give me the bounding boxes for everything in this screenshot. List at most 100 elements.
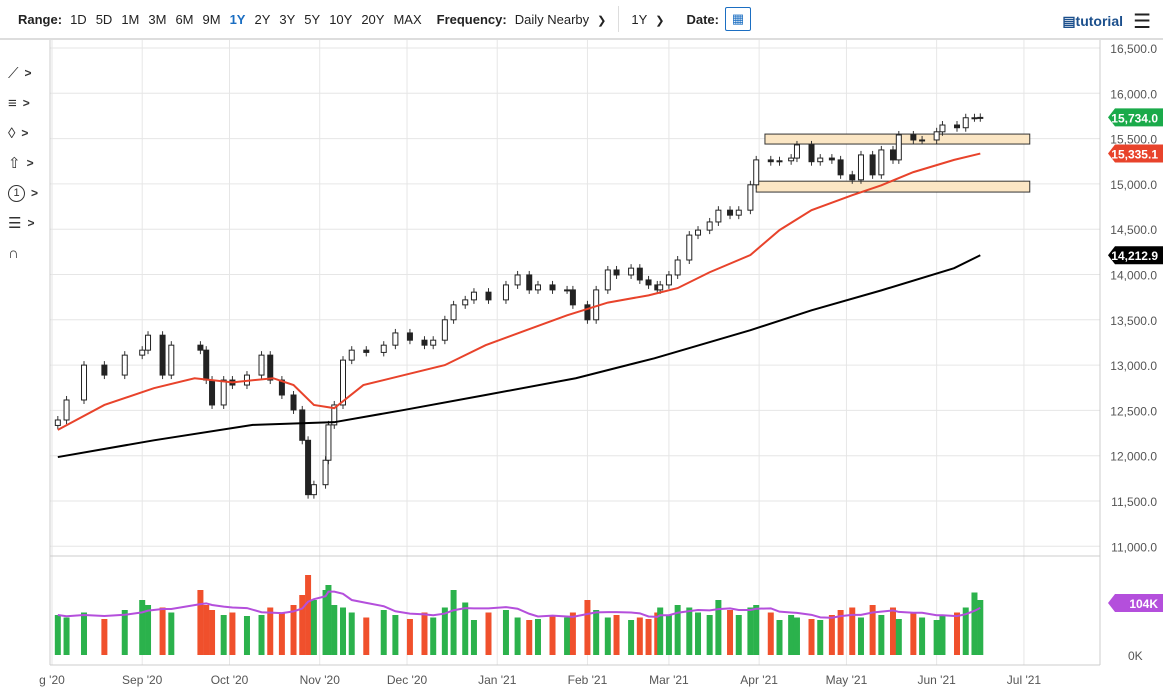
magnet-tool[interactable]: ∩ <box>8 238 48 268</box>
frequency-dropdown[interactable]: Daily Nearby ❯ <box>515 12 607 27</box>
candle <box>636 267 643 281</box>
calendar-icon[interactable]: ▦ <box>725 7 751 31</box>
volume-bar <box>209 610 216 655</box>
volume-bar <box>54 615 61 655</box>
x-tick-label: Jul '21 <box>1007 673 1042 687</box>
candle <box>514 274 521 286</box>
candle <box>145 334 152 351</box>
volume-bar <box>971 592 978 655</box>
candle <box>502 284 509 301</box>
candle <box>363 349 370 353</box>
settings-tool[interactable]: ☰ > <box>8 208 48 238</box>
volume-bar <box>564 617 571 655</box>
list-tool[interactable]: ≡ > <box>8 88 48 118</box>
candle <box>686 234 693 261</box>
volume-bar <box>348 612 355 655</box>
period-value: 1Y <box>631 11 648 27</box>
line-tool-icon: ⟋ <box>8 64 19 82</box>
candle <box>229 379 236 386</box>
volume-bar <box>954 612 961 655</box>
candle <box>817 157 824 163</box>
range-1y[interactable]: 1Y <box>229 11 246 27</box>
range-5y[interactable]: 5Y <box>304 11 321 27</box>
range-10y[interactable]: 10Y <box>329 11 353 27</box>
y-tick-label: 12,000.0 <box>1110 450 1157 464</box>
period-dropdown[interactable]: 1Y ❯ <box>631 12 664 27</box>
chevron-right-icon: > <box>27 216 35 230</box>
volume-bar <box>645 619 652 655</box>
candle <box>919 139 926 142</box>
line-tool[interactable]: ⟋ > <box>8 58 48 88</box>
range-9m[interactable]: 9M <box>202 11 221 27</box>
x-tick-label: Feb '21 <box>568 673 608 687</box>
volume-bar <box>828 615 835 655</box>
candle <box>305 439 312 496</box>
x-tick-label: Dec '20 <box>387 673 428 687</box>
candle <box>962 117 969 129</box>
candle <box>788 157 795 162</box>
x-tick-label: Nov '20 <box>300 673 341 687</box>
candle <box>695 229 702 236</box>
tutorial-link[interactable]: ▤tutorial <box>1062 13 1123 30</box>
candle <box>168 344 175 376</box>
magnet-icon: ∩ <box>8 244 19 262</box>
date-label: Date: <box>686 11 719 27</box>
volume-bar <box>485 612 492 655</box>
volume-bar <box>654 612 661 655</box>
volume-bar <box>534 619 541 655</box>
candle <box>406 332 413 341</box>
volume-bar <box>706 615 713 655</box>
candle <box>735 209 742 216</box>
range-5d[interactable]: 5D <box>95 11 113 27</box>
volume-bar <box>919 617 926 655</box>
candle <box>299 409 306 441</box>
candle <box>470 291 477 301</box>
volume-bar <box>613 615 620 655</box>
volume-bar <box>817 620 824 655</box>
y-tick-label: 15,000.0 <box>1110 178 1157 192</box>
volume-bar <box>421 612 428 655</box>
volume-bar <box>290 605 297 655</box>
range-2y[interactable]: 2Y <box>254 11 271 27</box>
chevron-right-icon: > <box>31 186 39 200</box>
range-1m[interactable]: 1M <box>121 11 140 27</box>
candle <box>564 289 571 292</box>
volume-bar <box>322 590 329 655</box>
chevron-right-icon: > <box>26 156 34 170</box>
x-tick-label: Oct '20 <box>211 673 249 687</box>
candle <box>534 284 541 291</box>
number-tool[interactable]: 1 > <box>8 178 48 208</box>
volume-bar <box>267 607 274 655</box>
volume-bar <box>849 607 856 655</box>
range-3y[interactable]: 3Y <box>279 11 296 27</box>
candle <box>430 339 437 346</box>
candle <box>954 124 961 129</box>
volume-bar <box>735 615 742 655</box>
candle <box>549 284 556 291</box>
y-tick-label: 14,000.0 <box>1110 269 1157 283</box>
range-3m[interactable]: 3M <box>148 11 167 27</box>
candle <box>485 291 492 301</box>
candle <box>849 174 856 181</box>
x-tick-label: g '20 <box>39 673 65 687</box>
volume-bar <box>363 617 370 655</box>
range-20y[interactable]: 20Y <box>361 11 385 27</box>
candle <box>209 379 216 406</box>
hamburger-menu-icon[interactable]: ☰ <box>1133 11 1151 33</box>
volume-bar <box>81 612 88 655</box>
chevron-right-icon: > <box>21 126 29 140</box>
shape-tool[interactable]: ◊ > <box>8 118 48 148</box>
volume-bar <box>977 600 984 655</box>
volume-bar <box>220 615 227 655</box>
volume-bar <box>593 610 600 655</box>
arrow-tool[interactable]: ⇧ > <box>8 148 48 178</box>
range-6m[interactable]: 6M <box>175 11 194 27</box>
candle <box>767 159 774 163</box>
range-1d[interactable]: 1D <box>70 11 87 27</box>
chevron-down-icon: ❯ <box>597 14 607 27</box>
volume-bar <box>933 620 940 655</box>
range-max[interactable]: MAX <box>393 11 422 27</box>
volume-bar <box>243 616 250 655</box>
volume-bar <box>747 607 754 655</box>
